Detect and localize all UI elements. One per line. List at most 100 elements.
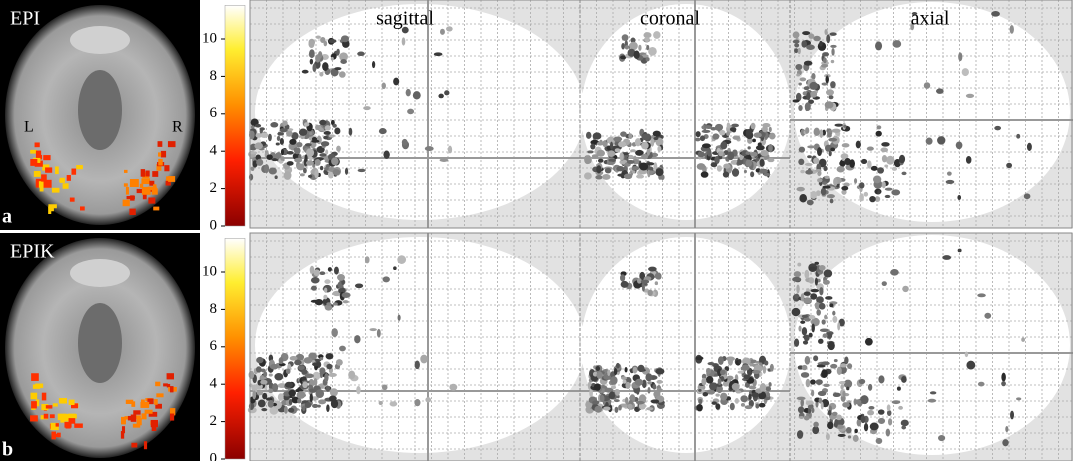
activation-glass [830, 199, 834, 204]
activation [45, 167, 52, 172]
activation-glass [794, 43, 799, 47]
activation [141, 169, 145, 177]
activation-glass [607, 161, 615, 164]
glass-cor [581, 4, 791, 220]
activation-glass [819, 265, 826, 271]
activation-glass [318, 399, 326, 404]
activation-glass [978, 382, 985, 387]
activation-glass [328, 267, 332, 272]
activation-glass [928, 399, 937, 403]
activation-glass [859, 379, 865, 384]
activation-glass [632, 170, 636, 173]
activation-glass [289, 399, 292, 405]
activation-glass [698, 399, 702, 404]
activation-glass [279, 357, 284, 364]
activation [133, 410, 140, 414]
activation-glass [740, 395, 748, 402]
activation-glass [300, 173, 305, 176]
activation-glass [326, 386, 330, 392]
activation-glass [819, 303, 826, 310]
activation-glass [890, 269, 899, 276]
activation-glass [798, 406, 804, 413]
activation-glass [287, 151, 294, 155]
activation-glass [281, 149, 284, 155]
activation-glass [646, 407, 653, 410]
activation-glass [308, 175, 312, 178]
colorbar [225, 5, 245, 226]
panel-label: b [2, 439, 13, 461]
activation-glass [957, 195, 961, 200]
activation-glass [297, 391, 306, 399]
activation-glass [956, 142, 963, 150]
activation-glass [938, 435, 945, 441]
activation-glass [701, 378, 706, 386]
activation-glass [797, 263, 801, 267]
content: EPIaLR0246810EPIKb0246810sagittalcoronal… [0, 0, 1073, 461]
activation-glass [377, 329, 381, 338]
activation-glass [325, 150, 328, 155]
page: {"views": ["sagittal", "coronal", "axial… [0, 0, 1073, 461]
activation-glass [831, 60, 835, 63]
activation-glass [1027, 143, 1032, 151]
activation-glass [706, 376, 713, 384]
activation-glass [297, 398, 301, 403]
activation-glass [326, 302, 331, 306]
activation-glass [319, 367, 325, 374]
activation-glass [329, 39, 337, 43]
activation-glass [711, 162, 718, 167]
activation-glass [320, 357, 324, 360]
activation-glass [766, 392, 770, 397]
activation-glass [633, 367, 638, 374]
activation-glass [339, 346, 346, 352]
activation-glass [702, 143, 711, 148]
activation [126, 187, 129, 195]
activation [59, 398, 67, 404]
activation-glass [966, 361, 975, 370]
activation-glass [641, 280, 649, 284]
activation-glass [810, 379, 816, 384]
activation-glass [828, 95, 833, 99]
activation-glass [804, 335, 810, 341]
activation-glass [752, 370, 761, 374]
activation [43, 155, 50, 160]
activation-glass [309, 49, 315, 58]
activation-glass [333, 302, 338, 305]
activation-glass [272, 158, 278, 161]
activation [44, 414, 49, 419]
activation-glass [712, 133, 719, 139]
activation-glass [289, 139, 296, 145]
activation-glass [856, 141, 861, 149]
activation [158, 141, 163, 147]
tick-label: 4 [210, 376, 218, 392]
activation-glass [837, 322, 840, 330]
activation-glass [853, 435, 859, 442]
activation [155, 382, 160, 387]
activation-glass [646, 57, 650, 61]
activation-glass [645, 373, 652, 381]
activation-glass [655, 368, 664, 374]
activation-glass [260, 380, 267, 385]
activation-glass [310, 393, 313, 402]
activation-glass [704, 125, 712, 129]
activation-glass [837, 367, 842, 375]
activation-glass [605, 168, 612, 174]
activation-glass [834, 419, 838, 428]
activation-glass [830, 81, 836, 88]
activation-glass [269, 167, 277, 174]
activation-glass [305, 374, 314, 379]
activation-glass [622, 34, 629, 41]
activation-glass [849, 159, 855, 168]
glass-sag [255, 4, 585, 220]
activation-glass [285, 382, 293, 388]
activation-glass [620, 131, 627, 136]
tick-label: 10 [202, 30, 217, 46]
activation-glass [823, 166, 827, 172]
activation-glass [891, 189, 900, 195]
activation-glass [798, 325, 801, 331]
activation-glass [311, 286, 317, 291]
activation-glass [827, 422, 833, 430]
activation-glass [873, 176, 881, 184]
activation-glass [303, 168, 307, 174]
activation-glass [727, 376, 734, 381]
activation-glass [819, 129, 823, 138]
